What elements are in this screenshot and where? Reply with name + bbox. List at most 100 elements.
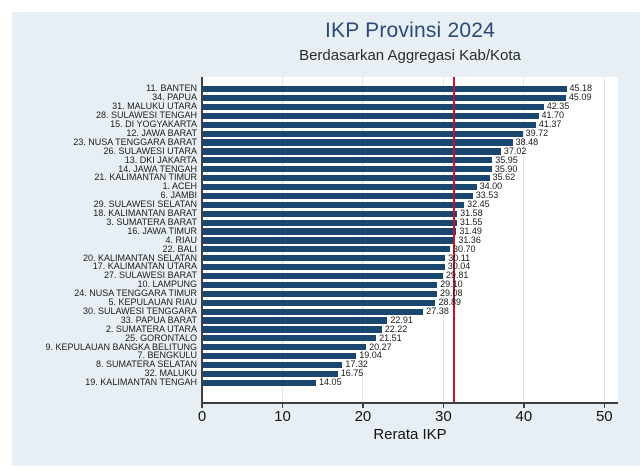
bar bbox=[203, 264, 445, 271]
bar bbox=[203, 379, 317, 386]
category-label: 28. SULAWESI TENGAH bbox=[95, 110, 197, 121]
bar bbox=[203, 201, 465, 208]
gridline bbox=[523, 77, 525, 402]
x-tick bbox=[362, 403, 364, 408]
bar bbox=[203, 130, 523, 137]
value-label: 38.48 bbox=[515, 136, 539, 147]
category-label: 19. KALIMANTAN TENGAH bbox=[85, 377, 197, 388]
bar bbox=[203, 255, 446, 262]
value-label: 29.81 bbox=[445, 270, 469, 281]
value-label: 27.38 bbox=[426, 305, 449, 316]
x-tick-label: 20 bbox=[354, 408, 372, 425]
bar bbox=[203, 353, 357, 360]
category-label: 14. JAWA TENGAH bbox=[118, 163, 197, 174]
category-label: 6. JAMBI bbox=[160, 190, 197, 201]
bar bbox=[203, 299, 436, 306]
value-label: 39.72 bbox=[525, 127, 549, 138]
bar bbox=[203, 281, 438, 289]
value-label: 30.70 bbox=[453, 243, 476, 254]
value-label: 42.35 bbox=[546, 101, 570, 112]
category-label: 26. SULAWESI UTARA bbox=[103, 145, 197, 156]
reference-line bbox=[452, 77, 455, 402]
bar bbox=[203, 237, 456, 244]
value-label: 28.89 bbox=[438, 297, 461, 307]
category-label: 7. BENGKULU bbox=[137, 350, 197, 361]
category-label: 32. MALUKU bbox=[144, 368, 197, 379]
category-label: 22. BALI bbox=[162, 243, 197, 254]
category-label: 30. SULAWESI TENGGARA bbox=[82, 305, 197, 316]
category-label: 20. KALIMANTAN SELATAN bbox=[82, 252, 197, 263]
value-label: 22.91 bbox=[390, 314, 413, 325]
value-label: 34.00 bbox=[479, 181, 503, 192]
category-label: 23. NUSA TENGGARA BARAT bbox=[73, 136, 197, 147]
bar bbox=[203, 148, 501, 155]
value-label: 35.62 bbox=[492, 172, 516, 183]
category-label: 34. PAPUA bbox=[152, 92, 197, 103]
bar bbox=[203, 370, 338, 378]
value-label: 19.04 bbox=[359, 350, 382, 361]
bar bbox=[203, 192, 473, 200]
x-tick bbox=[201, 403, 203, 408]
category-label: 29. SULAWESI SELATAN bbox=[93, 199, 197, 210]
bar bbox=[203, 175, 490, 182]
value-label: 41.70 bbox=[541, 110, 565, 121]
x-tick bbox=[281, 403, 284, 408]
value-label: 35.95 bbox=[495, 154, 518, 165]
value-label: 41.37 bbox=[538, 119, 562, 129]
category-label: 18. KALIMANTAN BARAT bbox=[93, 208, 197, 218]
bar bbox=[203, 290, 437, 297]
category-label: 12. JAWA BARAT bbox=[126, 127, 197, 138]
bar bbox=[203, 86, 567, 93]
category-label: 13. DKI JAKARTA bbox=[124, 154, 197, 165]
bar bbox=[203, 94, 566, 102]
value-label: 37.02 bbox=[503, 145, 527, 156]
category-label: 10. LAMPUNG bbox=[137, 279, 197, 290]
bar bbox=[203, 361, 343, 369]
bar bbox=[203, 210, 458, 217]
value-label: 29.08 bbox=[439, 288, 463, 299]
bar bbox=[203, 228, 457, 235]
value-label: 45.18 bbox=[569, 83, 593, 94]
value-label: 17.32 bbox=[345, 359, 368, 370]
category-label: 5. KEPULAUAN RIAU bbox=[108, 297, 197, 307]
category-label: 8. SUMATERA SELATAN bbox=[95, 359, 197, 370]
x-tick-label: 50 bbox=[595, 408, 613, 425]
category-label: 17. KALIMANTAN UTARA bbox=[92, 261, 197, 272]
value-label: 31.49 bbox=[459, 225, 482, 236]
bar bbox=[203, 344, 367, 351]
value-label: 30.04 bbox=[447, 261, 471, 272]
category-label: 24. NUSA TENGGARA TIMUR bbox=[74, 288, 197, 299]
value-label: 14.05 bbox=[319, 377, 342, 388]
chart-title: IKP Provinsi 2024 bbox=[325, 19, 495, 42]
value-label: 33.53 bbox=[475, 190, 499, 201]
category-label: 27. SULAWESI BARAT bbox=[103, 270, 197, 281]
x-tick-label: 10 bbox=[274, 408, 291, 425]
x-tick-label: 0 bbox=[197, 408, 207, 425]
bar bbox=[203, 272, 443, 280]
category-label: 2. SUMATERA UTARA bbox=[105, 323, 197, 334]
category-label: 15. DI YOGYAKARTA bbox=[110, 119, 197, 129]
x-axis-title: Rerata IKP bbox=[373, 426, 447, 443]
bar bbox=[203, 139, 513, 146]
bar bbox=[203, 317, 388, 324]
value-label: 35.90 bbox=[494, 163, 518, 174]
value-label: 30.11 bbox=[448, 252, 471, 263]
value-label: 32.45 bbox=[467, 199, 490, 210]
x-tick bbox=[442, 403, 445, 408]
category-label: 16. JAWA TIMUR bbox=[127, 225, 197, 236]
category-label: 25. GORONTALO bbox=[125, 332, 197, 343]
bar bbox=[203, 246, 451, 253]
bar bbox=[203, 112, 539, 119]
value-label: 45.09 bbox=[568, 92, 592, 103]
category-label: 4. RIAU bbox=[165, 234, 197, 245]
value-label: 21.51 bbox=[379, 332, 402, 343]
category-label: 9. KEPULAUAN BANGKA BELITUNG bbox=[45, 341, 197, 352]
gridline bbox=[603, 77, 605, 402]
bar bbox=[203, 308, 424, 315]
x-axis-line bbox=[201, 402, 618, 404]
value-label: 31.55 bbox=[459, 216, 483, 227]
bar bbox=[203, 166, 492, 173]
x-tick-label: 40 bbox=[515, 408, 533, 425]
category-label: 11. BANTEN bbox=[146, 83, 197, 94]
category-label: 21. KALIMANTAN TIMUR bbox=[94, 172, 197, 183]
